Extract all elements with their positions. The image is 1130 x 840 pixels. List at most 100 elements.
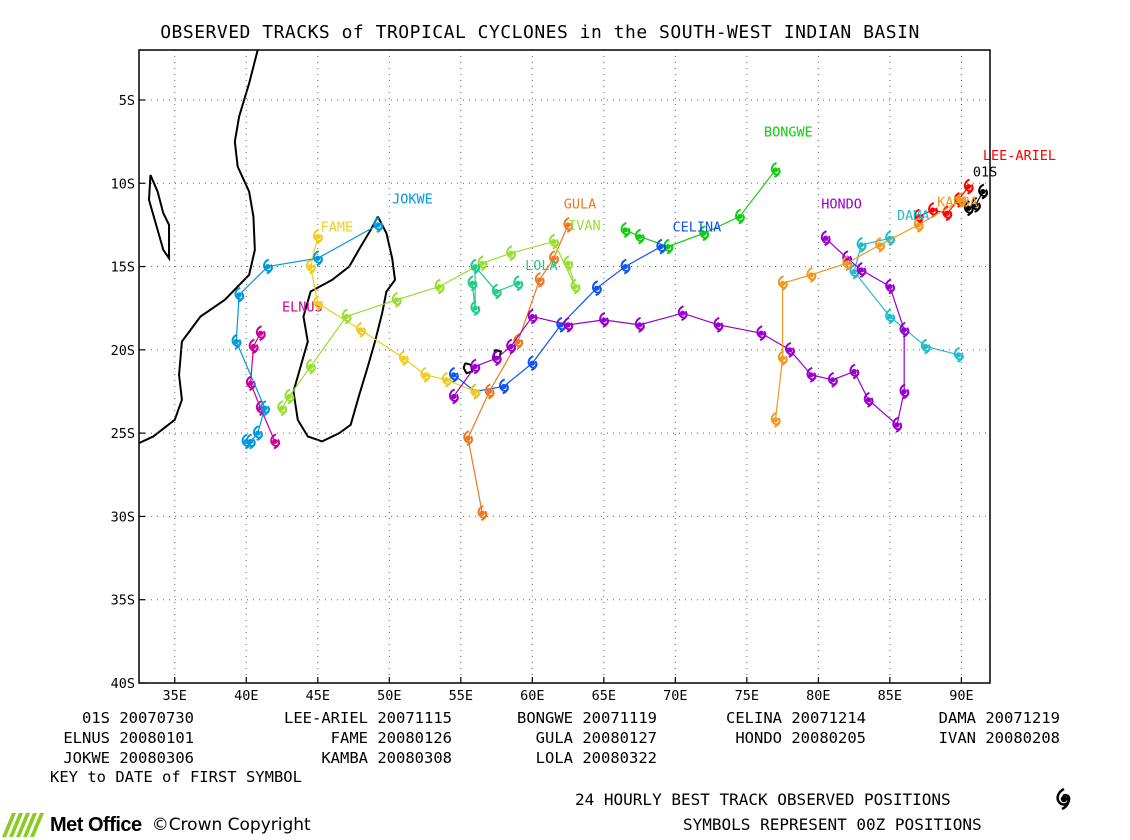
track-label: BONGWE bbox=[764, 125, 813, 141]
key-cyclone-name: IVAN bbox=[938, 729, 976, 747]
key-first-date: 20080126 bbox=[368, 729, 452, 747]
track-line bbox=[471, 264, 519, 309]
track-position-symbol bbox=[277, 400, 288, 417]
lon-tick-label: 45E bbox=[306, 688, 330, 700]
track-position-symbol bbox=[248, 338, 259, 355]
key-cyclone-name: ELNUS bbox=[63, 729, 110, 747]
track-position-symbol bbox=[956, 191, 967, 208]
lon-tick-label: 85E bbox=[878, 688, 902, 700]
track-position-symbol bbox=[513, 333, 524, 350]
track-position-symbol bbox=[563, 255, 574, 272]
key-first-date: 20080127 bbox=[573, 729, 657, 747]
track-line bbox=[853, 237, 959, 356]
lon-tick-label: 35E bbox=[163, 688, 187, 700]
lat-tick-label: 15S bbox=[111, 260, 135, 276]
track-position-symbol bbox=[255, 325, 266, 342]
track-fame: FAME bbox=[305, 220, 481, 400]
track-line bbox=[625, 169, 776, 248]
key-first-date: 20070730 bbox=[110, 709, 194, 727]
footer-symbols-note: SYMBOLS REPRESENT 00Z POSITIONS bbox=[683, 815, 982, 834]
key-cyclone-name: DAMA bbox=[938, 709, 976, 727]
track-position-symbol bbox=[842, 255, 853, 272]
track-position-symbol bbox=[663, 238, 674, 255]
lat-tick-label: 30S bbox=[111, 509, 135, 525]
track-position-symbol bbox=[634, 228, 645, 245]
track-position-symbol bbox=[499, 378, 509, 395]
madagascar-coastline bbox=[292, 216, 397, 443]
lon-tick-label: 65E bbox=[592, 688, 616, 700]
lon-tick-label: 70E bbox=[663, 688, 687, 700]
track-position-symbol bbox=[470, 300, 481, 317]
track-position-symbol bbox=[398, 350, 409, 367]
track-position-symbol bbox=[713, 316, 724, 333]
track-position-symbol bbox=[305, 258, 316, 275]
key-first-date: 20071119 bbox=[573, 709, 657, 727]
track-position-symbol bbox=[806, 266, 817, 283]
track-lee-ariel: LEE-ARIEL bbox=[913, 148, 1056, 225]
track-label: LEE-ARIEL bbox=[983, 148, 1056, 164]
track-position-symbol bbox=[313, 228, 323, 245]
lat-tick-label: 20S bbox=[111, 343, 135, 359]
track-position-symbol bbox=[260, 400, 271, 417]
track-line bbox=[453, 246, 662, 393]
key-first-date: 20080306 bbox=[110, 749, 194, 767]
track-label: LOLA bbox=[525, 258, 558, 274]
track-position-symbol bbox=[356, 321, 366, 338]
key-first-date: 20080322 bbox=[573, 749, 657, 767]
lat-tick-label: 40S bbox=[111, 676, 135, 692]
track-position-symbol bbox=[506, 245, 517, 262]
track-position-symbol bbox=[899, 321, 910, 338]
track-position-symbol bbox=[634, 316, 645, 333]
track-position-symbol bbox=[241, 433, 252, 450]
track-position-symbol bbox=[477, 505, 488, 522]
track-position-symbol bbox=[270, 433, 281, 450]
track-position-symbol bbox=[953, 346, 964, 363]
key-cyclone-name: GULA bbox=[535, 729, 573, 747]
track-position-symbol bbox=[892, 416, 903, 433]
key-entry: FAME 20080126 bbox=[258, 728, 452, 748]
track-label: FAME bbox=[321, 220, 354, 236]
track-position-symbol bbox=[341, 308, 352, 325]
track-label: JOKWE bbox=[392, 191, 433, 207]
track-position-symbol bbox=[534, 271, 545, 288]
track-position-symbol bbox=[563, 216, 574, 233]
track-position-symbol bbox=[513, 275, 524, 292]
lat-tick-label: 35S bbox=[111, 593, 135, 609]
lon-tick-label: 40E bbox=[234, 688, 258, 700]
track-label: DAMA bbox=[897, 208, 930, 224]
key-first-date: 20080308 bbox=[368, 749, 452, 767]
key-entry: IVAN 20080208 bbox=[930, 728, 1060, 748]
track-label: KAMBA bbox=[937, 195, 978, 211]
track-position-symbol bbox=[441, 371, 452, 388]
key-first-date: 20071219 bbox=[976, 709, 1060, 727]
track-01s: 01S bbox=[963, 165, 997, 217]
track-position-symbol bbox=[527, 308, 538, 325]
lat-tick-label: 10S bbox=[111, 176, 135, 192]
key-entry: 01S 20070730 bbox=[40, 708, 194, 728]
track-position-symbol bbox=[820, 230, 831, 247]
track-position-symbol bbox=[806, 366, 817, 383]
key-entry: ELNUS 20080101 bbox=[40, 728, 194, 748]
track-position-symbol bbox=[920, 338, 931, 355]
key-entry: KAMBA 20080308 bbox=[258, 748, 452, 768]
key-cyclone-name: HONDO bbox=[735, 729, 782, 747]
track-position-symbol bbox=[467, 275, 478, 292]
key-entry: HONDO 20080205 bbox=[710, 728, 866, 748]
key-cyclone-name: CELINA bbox=[726, 709, 782, 727]
lat-tick-label: 5S bbox=[119, 93, 135, 109]
track-gula: GULA bbox=[463, 196, 596, 522]
key-first-date: 20071115 bbox=[368, 709, 452, 727]
key-cyclone-name: KAMBA bbox=[321, 749, 368, 767]
track-position-symbol bbox=[470, 258, 481, 275]
track-ivan: IVAN bbox=[277, 218, 601, 417]
track-position-symbol bbox=[978, 183, 988, 200]
track-position-symbol bbox=[885, 278, 896, 295]
track-position-symbol bbox=[491, 283, 502, 300]
track-label: HONDO bbox=[821, 196, 862, 212]
track-position-symbol bbox=[620, 221, 631, 238]
key-entry: LOLA 20080322 bbox=[487, 748, 657, 768]
track-position-symbol bbox=[899, 383, 910, 400]
met-office-logo-text: Met Office bbox=[50, 813, 142, 836]
track-position-symbol bbox=[592, 280, 602, 297]
